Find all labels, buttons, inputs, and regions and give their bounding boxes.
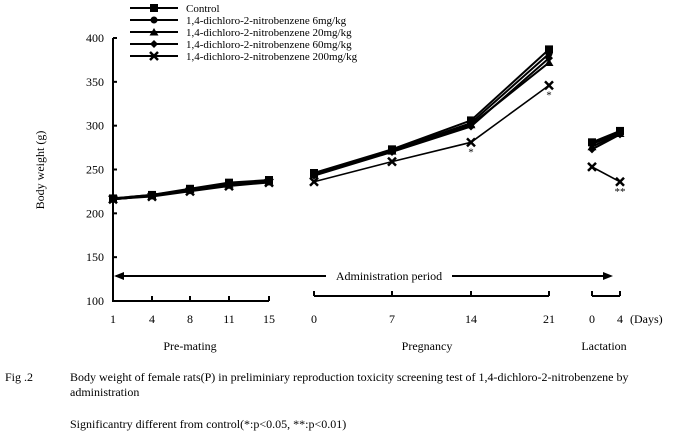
series-lines: **** <box>108 45 626 205</box>
significance-marker: * <box>546 89 552 101</box>
legend-label: Control <box>186 3 220 15</box>
significance-marker: ** <box>615 186 626 198</box>
y-tick-label: 100 <box>86 294 104 308</box>
y-tick-label: 250 <box>86 163 104 177</box>
figure-label: Fig .2 <box>5 370 34 384</box>
series-line <box>313 84 550 183</box>
arrow-left-icon <box>114 272 124 280</box>
legend-marker-icon <box>149 51 159 61</box>
period-label-lactation: Lactation <box>581 339 626 353</box>
legend-item: 1,4-dichloro-2-nitrobenzene 20mg/kg <box>130 27 352 39</box>
y-tick-label: 400 <box>86 31 104 45</box>
data-point <box>615 176 625 187</box>
legend-item: Control <box>130 3 220 15</box>
legend-marker-icon <box>150 4 158 12</box>
y-tick-label: 350 <box>86 75 104 89</box>
series-0 <box>109 45 624 203</box>
legend-marker-icon <box>150 40 158 48</box>
significance-marker: * <box>468 146 474 158</box>
data-point <box>545 45 553 54</box>
x-tick-label: 4 <box>617 312 623 326</box>
x-tick-label: 14 <box>465 312 477 326</box>
x-tick-label: 0 <box>311 312 317 326</box>
x-tick-label: 8 <box>187 312 193 326</box>
legend-item: 1,4-dichloro-2-nitrobenzene 6mg/kg <box>130 15 347 27</box>
data-point <box>588 145 596 154</box>
legend-label: 1,4-dichloro-2-nitrobenzene 60mg/kg <box>186 39 352 51</box>
significance-note: Significantry different from control(*:p… <box>70 417 347 431</box>
series-line <box>591 130 621 144</box>
data-point <box>185 186 195 197</box>
legend-item: 1,4-dichloro-2-nitrobenzene 60mg/kg <box>130 39 352 51</box>
data-point <box>466 137 476 148</box>
x-tick-label: 21 <box>543 312 555 326</box>
legend-marker-icon <box>149 28 159 36</box>
legend-marker-icon <box>150 16 158 24</box>
data-point <box>616 130 624 139</box>
figure-title: Body weight of female rats(P) in prelimi… <box>70 370 629 399</box>
data-point <box>544 58 554 67</box>
x-tick-label: 4 <box>149 312 155 326</box>
legend-item: 1,4-dichloro-2-nitrobenzene 200mg/kg <box>130 51 358 63</box>
x-tick-label: 0 <box>589 312 595 326</box>
period-label-pre-mating: Pre-mating <box>163 339 216 353</box>
series-2 <box>108 58 625 203</box>
y-axis-label: Body weight (g) <box>33 131 47 210</box>
series-line <box>591 132 621 148</box>
data-point <box>545 54 553 63</box>
data-point <box>309 176 319 187</box>
series-line <box>313 61 550 176</box>
administration-period-label: Administration period <box>336 269 442 283</box>
series-line <box>313 53 550 175</box>
series-line <box>591 131 621 146</box>
series-3 <box>109 54 624 204</box>
data-point <box>387 156 397 167</box>
x-tick-label: 7 <box>389 312 395 326</box>
data-point <box>467 122 475 131</box>
data-point <box>310 171 318 180</box>
data-point <box>388 147 396 156</box>
series-line <box>313 57 550 177</box>
period-label-pregnancy: Pregnancy <box>402 339 453 353</box>
data-point <box>544 80 554 91</box>
data-point <box>108 194 118 205</box>
data-point <box>224 181 234 192</box>
legend-label: 1,4-dichloro-2-nitrobenzene 20mg/kg <box>186 27 352 39</box>
data-point <box>587 161 597 172</box>
data-point <box>264 177 274 188</box>
x-tick-label: 15 <box>263 312 275 326</box>
data-point <box>147 191 157 202</box>
series-1 <box>109 50 624 202</box>
series-line <box>591 166 621 183</box>
x-tick-label: 1 <box>110 312 116 326</box>
data-point <box>545 50 553 58</box>
arrow-right-icon <box>603 272 613 280</box>
x-unit-label: (Days) <box>630 312 663 326</box>
y-tick-label: 300 <box>86 119 104 133</box>
y-tick-label: 200 <box>86 206 104 220</box>
y-tick-label: 150 <box>86 250 104 264</box>
legend-label: 1,4-dichloro-2-nitrobenzene 6mg/kg <box>186 15 347 27</box>
legend-label: 1,4-dichloro-2-nitrobenzene 200mg/kg <box>186 51 358 63</box>
series-4 <box>108 80 625 205</box>
series-line <box>591 133 621 151</box>
x-tick-label: 11 <box>223 312 235 326</box>
